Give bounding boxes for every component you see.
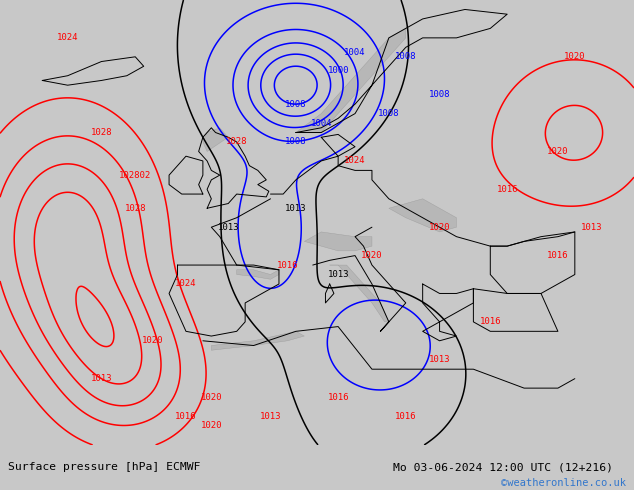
Text: 1016: 1016 <box>395 412 417 421</box>
Text: 1008: 1008 <box>378 109 399 118</box>
Text: 1024: 1024 <box>175 279 197 289</box>
Text: 1016: 1016 <box>496 185 518 194</box>
Text: ©weatheronline.co.uk: ©weatheronline.co.uk <box>501 478 626 488</box>
Text: 1020: 1020 <box>564 52 586 61</box>
Text: 1020: 1020 <box>200 421 222 431</box>
Text: 1013: 1013 <box>260 412 281 421</box>
Text: 1004: 1004 <box>344 48 366 56</box>
Text: 1028: 1028 <box>226 138 247 147</box>
Text: 1024: 1024 <box>57 33 79 42</box>
Text: 102802: 102802 <box>119 171 152 180</box>
Text: 1004: 1004 <box>311 119 332 127</box>
Text: 1020: 1020 <box>141 336 163 345</box>
Text: 1016: 1016 <box>327 393 349 402</box>
Text: 1008: 1008 <box>285 138 307 147</box>
Text: 1020: 1020 <box>429 222 450 232</box>
Text: Surface pressure [hPa] ECMWF: Surface pressure [hPa] ECMWF <box>8 462 200 472</box>
Text: 1016: 1016 <box>547 251 569 260</box>
Text: 1008: 1008 <box>429 90 450 99</box>
Text: 1013: 1013 <box>327 270 349 279</box>
Text: 1013: 1013 <box>217 222 239 232</box>
Text: 1013: 1013 <box>581 222 602 232</box>
Polygon shape <box>330 265 389 322</box>
Polygon shape <box>296 28 406 132</box>
Text: 1008: 1008 <box>285 99 307 109</box>
Polygon shape <box>211 331 304 350</box>
Text: 1013: 1013 <box>91 374 112 383</box>
Text: 1000: 1000 <box>327 67 349 75</box>
Text: 1016: 1016 <box>276 261 298 270</box>
Text: 1020: 1020 <box>547 147 569 156</box>
Polygon shape <box>203 128 228 151</box>
Polygon shape <box>236 270 279 279</box>
Text: 1028: 1028 <box>124 204 146 213</box>
Text: 1020: 1020 <box>361 251 383 260</box>
Text: 1028: 1028 <box>91 128 112 137</box>
Text: 1020: 1020 <box>200 393 222 402</box>
Polygon shape <box>389 199 456 232</box>
Text: 1013: 1013 <box>285 204 307 213</box>
Text: 1013: 1013 <box>429 355 450 364</box>
Text: 1024: 1024 <box>344 156 366 166</box>
Text: 1016: 1016 <box>175 412 197 421</box>
Text: 1008: 1008 <box>395 52 417 61</box>
Text: Mo 03-06-2024 12:00 UTC (12+216): Mo 03-06-2024 12:00 UTC (12+216) <box>393 462 613 472</box>
Polygon shape <box>304 232 372 251</box>
Text: 1016: 1016 <box>479 318 501 326</box>
